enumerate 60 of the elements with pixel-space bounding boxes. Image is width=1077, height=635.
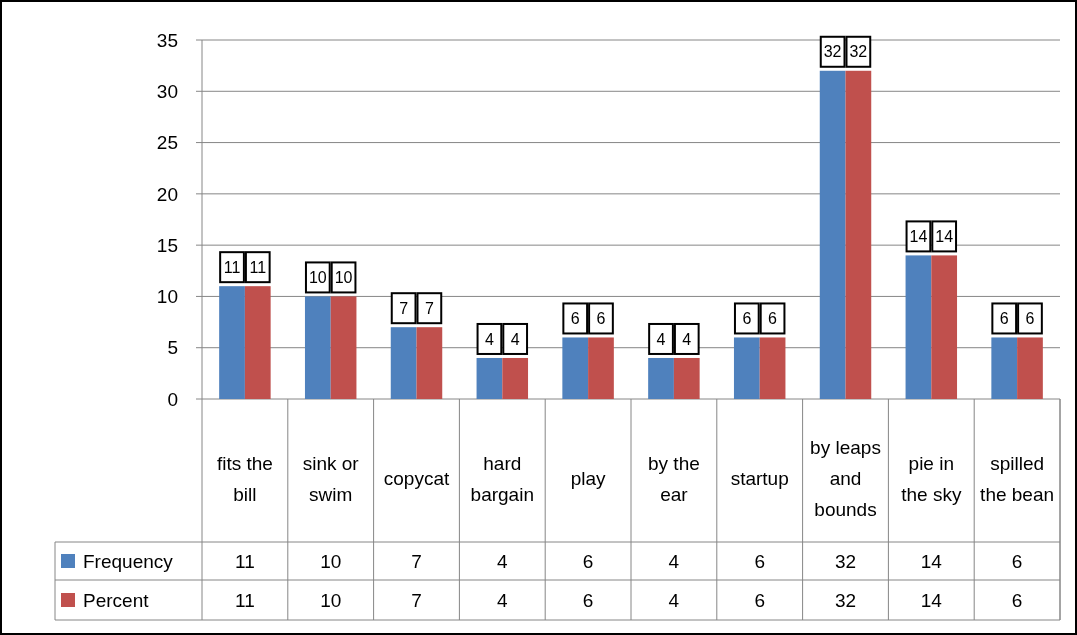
annotation: 6 [742,310,752,328]
data-label: 6 [754,589,765,611]
x-tick-label: pie in the sky [901,452,962,505]
x-tick-label: by leaps and bounds [810,437,881,521]
y-tick-label: 15 [156,234,178,256]
annotation: 4 [656,330,666,348]
legend-label: Frequency [83,550,174,572]
annotation: 14 [935,228,954,245]
data-label: 32 [834,550,857,572]
y-tick-label: 0 [167,388,178,410]
annotation: 32 [849,43,868,61]
x-tick-label: hard bargain [470,452,534,505]
x-tick-label: by the ear [648,452,700,505]
annotation: 7 [399,299,409,317]
data-label: 4 [668,589,680,611]
annotation: 14 [909,228,928,245]
annotation: 6 [1025,310,1035,328]
data-label: 7 [411,589,422,611]
data-label: 10 [320,589,342,611]
data-label: 4 [497,589,509,611]
data-label: 6 [582,589,594,611]
data-label: 4 [497,550,509,572]
data-label: 14 [920,550,943,572]
x-tick-label: fits the bill [216,452,273,505]
data-label: 6 [754,550,765,572]
data-label: 11 [235,589,255,611]
x-tick-label: startup [730,468,789,490]
data-label: 14 [920,589,943,611]
y-tick-label: 5 [167,337,178,359]
y-tick-label: 35 [156,29,178,51]
data-label: 10 [320,550,342,572]
annotation: 4 [682,330,692,348]
x-tick-label: play [570,468,607,490]
data-label: 6 [1011,589,1023,611]
data-label: 7 [411,550,422,572]
x-tick-label: copycat [383,468,450,490]
y-tick-label: 20 [156,183,178,205]
annotation: 10 [308,269,327,287]
data-label: 6 [1011,550,1023,572]
data-label: 32 [834,589,857,611]
x-tick-label: sink or swim [302,452,360,505]
y-tick-label: 30 [156,80,178,102]
annotation: 11 [249,258,267,276]
annotation: 11 [223,258,241,276]
annotation: 6 [999,310,1009,328]
annotation: 6 [596,310,606,328]
annotation: 4 [484,330,494,348]
y-tick-label: 25 [156,132,178,154]
x-tick-label: spilled the bean [980,452,1055,505]
annotation: 4 [510,330,520,348]
data-label: 4 [668,550,680,572]
annotation: 6 [768,310,778,328]
annotation: 10 [334,269,353,287]
data-label: 11 [235,550,255,572]
annotation: 6 [570,310,580,328]
y-tick-label: 10 [156,286,178,308]
legend-label: Percent [83,589,150,611]
annotation: 32 [823,43,842,61]
data-label: 6 [582,550,594,572]
annotation: 7 [424,299,434,317]
